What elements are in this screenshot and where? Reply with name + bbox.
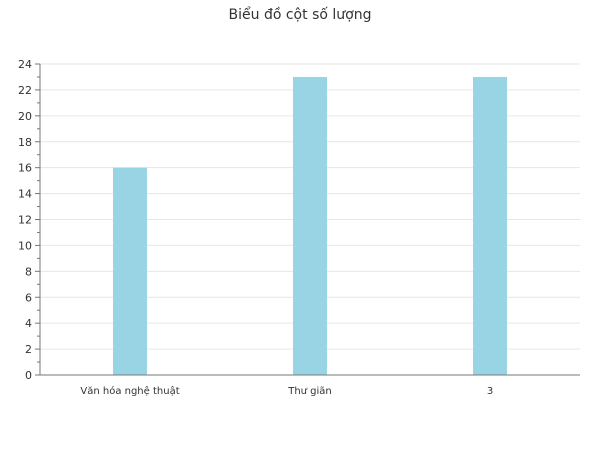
bar[interactable] [113, 167, 147, 375]
y-tick-label: 0 [25, 369, 32, 382]
y-tick-label: 4 [25, 317, 32, 330]
bar[interactable] [473, 76, 507, 375]
x-category-label: 3 [487, 386, 493, 397]
y-tick-label: 6 [25, 291, 32, 304]
x-axis-categories: Văn hóa nghệ thuật Thư giãn 3 [80, 385, 493, 397]
y-tick-label: 18 [18, 136, 32, 149]
y-tick-label: 20 [18, 110, 32, 123]
y-tick-label: 8 [25, 265, 32, 278]
bars [113, 76, 507, 375]
y-tick-label: 10 [18, 239, 32, 252]
y-tick-label: 16 [18, 162, 32, 175]
x-category-label: Thư giãn [287, 386, 332, 397]
y-tick-label: 14 [18, 188, 32, 201]
y-tick-label: 12 [18, 214, 32, 227]
x-category-label: Văn hóa nghệ thuật [80, 385, 179, 397]
bar[interactable] [293, 76, 327, 375]
y-tick-label: 22 [18, 84, 32, 97]
y-tick-label: 24 [18, 58, 32, 71]
y-tick-label: 2 [25, 343, 32, 356]
chart-title: Biểu đồ cột số lượng [229, 6, 372, 23]
